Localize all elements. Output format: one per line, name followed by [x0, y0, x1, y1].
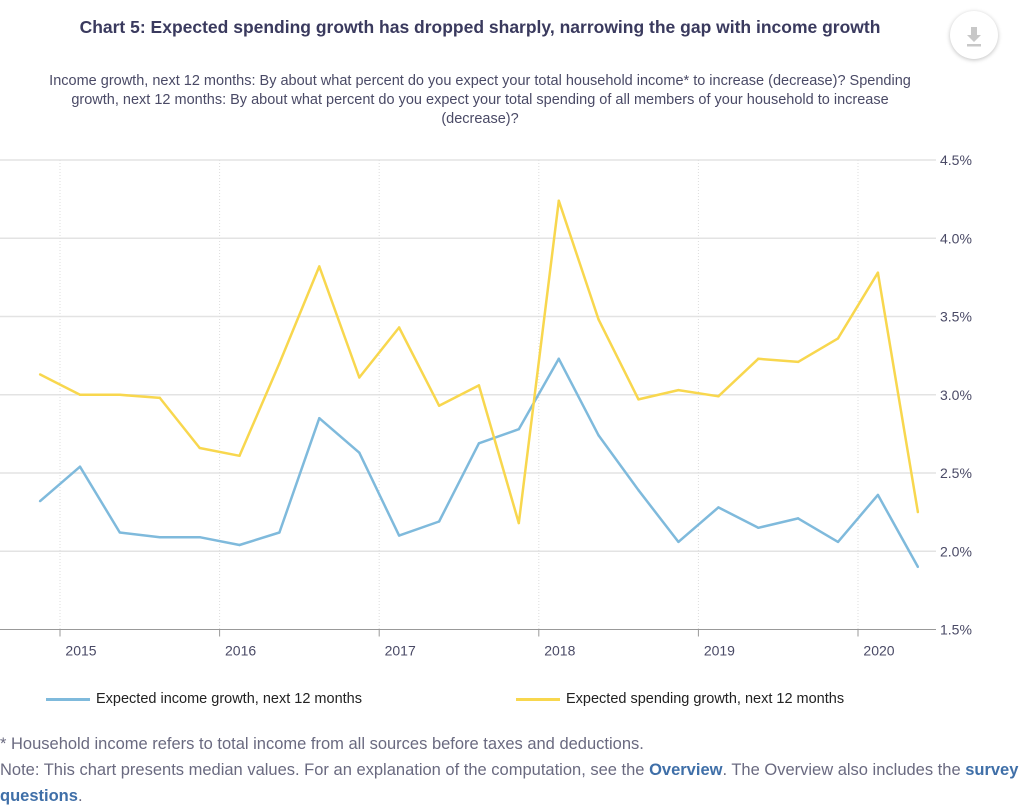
download-icon [967, 27, 981, 47]
data-point [836, 337, 840, 340]
y-tick-label: 3.5% [940, 309, 972, 325]
data-point [517, 427, 521, 431]
chart-subtitle: Income growth, next 12 months: By about … [49, 73, 911, 127]
data-point [238, 454, 241, 457]
legend-label: Expected spending growth, next 12 months [566, 691, 845, 707]
note-text: . The Overview also includes the [722, 761, 966, 779]
x-tick-label: 2017 [385, 643, 416, 659]
data-point [118, 531, 122, 534]
note-text: Note: This chart presents median values.… [0, 761, 650, 779]
data-point [477, 384, 481, 387]
download-button[interactable] [950, 11, 998, 59]
data-point [38, 499, 42, 503]
data-point [78, 465, 82, 468]
data-point [278, 362, 281, 365]
x-tick-label: 2016 [225, 643, 256, 659]
footnote-asterisk: * Household income refers to total incom… [0, 735, 644, 753]
data-point [397, 534, 401, 537]
y-tick-label: 1.5% [940, 622, 972, 638]
legend-swatch [46, 697, 90, 701]
legend-label: Expected income growth, next 12 months [96, 691, 362, 707]
data-point [717, 395, 720, 398]
x-tick-label: 2020 [863, 643, 894, 659]
data-point [597, 318, 600, 321]
data-point [238, 543, 241, 547]
data-point [318, 265, 321, 268]
line-chart: 1.5% 2.0% 2.5% 3.0% 3.5% 4.0% 4.5% 2015 2016 2017… [0, 152, 972, 659]
data-point [757, 526, 760, 529]
data-point [757, 357, 760, 360]
data-point [557, 199, 560, 202]
chart-title: Chart 5: Expected spending growth has dr… [79, 17, 881, 37]
data-point [836, 540, 840, 544]
data-point [437, 520, 441, 523]
y-tick-label: 2.5% [940, 465, 972, 481]
legend-item-income[interactable]: Expected income growth, next 12 months [46, 691, 362, 707]
y-tick-label: 2.0% [940, 543, 972, 559]
data-point [637, 489, 640, 492]
survey-questions-link[interactable]: survey questions [0, 761, 1019, 805]
data-point [397, 326, 401, 329]
legend-item-spending[interactable]: Expected spending growth, next 12 months [516, 691, 844, 707]
data-point [637, 398, 640, 401]
overview-link[interactable]: Overview [649, 761, 723, 779]
data-point [38, 373, 42, 376]
series-line-spending [39, 199, 920, 525]
data-point [358, 376, 361, 379]
data-point [796, 360, 800, 364]
data-point [318, 417, 321, 420]
data-point [876, 493, 880, 497]
data-point [677, 540, 680, 544]
data-point [358, 451, 361, 454]
data-point [198, 535, 201, 539]
note-text: . [77, 787, 83, 805]
data-point [796, 517, 800, 520]
data-point [916, 565, 920, 569]
data-point [677, 388, 680, 392]
data-point [517, 521, 521, 525]
data-point [198, 446, 201, 450]
legend-swatch [516, 697, 560, 701]
y-tick-label: 4.0% [940, 230, 972, 246]
data-point [717, 506, 720, 509]
data-point [876, 271, 880, 274]
y-tick-label: 4.5% [940, 152, 972, 168]
x-tick-label: 2018 [544, 643, 575, 659]
data-point [158, 535, 161, 539]
data-point [437, 404, 441, 407]
data-point [557, 357, 560, 360]
data-point [597, 434, 600, 437]
y-tick-label: 3.0% [940, 387, 972, 403]
data-point [118, 393, 122, 396]
data-point [916, 510, 920, 514]
data-point [477, 442, 481, 445]
data-point [78, 393, 82, 396]
data-point [278, 531, 281, 534]
x-tick-label: 2015 [65, 643, 96, 659]
data-point [158, 396, 161, 400]
x-tick-label: 2019 [704, 643, 735, 659]
footnote: * Household income refers to total incom… [0, 731, 1020, 809]
footnote-note: Note: This chart presents median values.… [0, 757, 1020, 809]
